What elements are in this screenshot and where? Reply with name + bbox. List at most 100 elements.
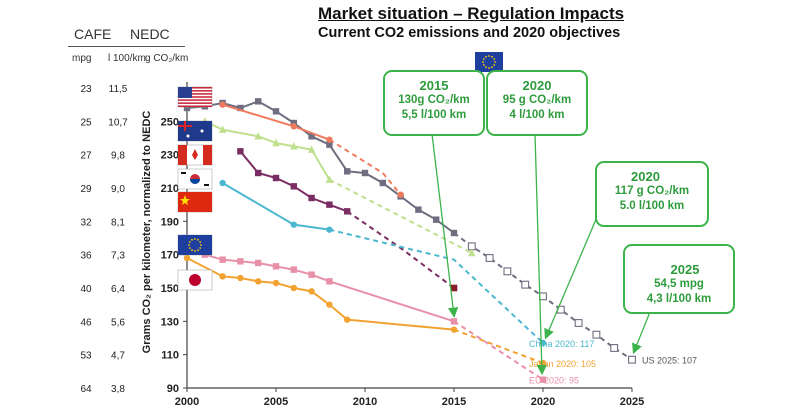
japan-point	[183, 254, 191, 262]
flag-star	[482, 58, 485, 60]
eu-2020-l100: 4 l/100 km	[509, 109, 565, 121]
us-projection-point	[503, 267, 512, 276]
eu-point	[308, 271, 315, 278]
eu-2015-year: 2015	[419, 78, 449, 93]
eu-point	[237, 258, 244, 265]
conversion-l100km: 11,5	[109, 84, 128, 95]
conversion-l100km: 4,7	[111, 351, 125, 362]
cafe-heading: CAFE	[74, 26, 112, 42]
us-point	[326, 141, 333, 148]
korea-point	[308, 194, 315, 202]
us-point	[361, 169, 369, 177]
china-flag	[177, 191, 213, 213]
target-annotation: Japan 2020: 105	[529, 359, 596, 369]
x-tick-label: 2015	[442, 396, 466, 408]
flag-star	[488, 67, 490, 69]
conversion-l100km: 10,7	[108, 117, 128, 128]
us-point	[379, 179, 386, 187]
flag-star	[199, 241, 202, 243]
flag-star	[485, 66, 487, 69]
dark-red-point	[450, 284, 458, 292]
taeguk-bottom	[190, 179, 200, 184]
flag-band	[203, 145, 212, 165]
conversion-mpg: 25	[80, 117, 92, 128]
flag-star	[493, 58, 496, 60]
flag-star	[494, 61, 496, 63]
korea-point	[344, 208, 351, 215]
y-tick-label: 150	[161, 283, 179, 295]
flag-star	[491, 55, 493, 58]
flag-star	[482, 64, 485, 66]
korea-point	[326, 201, 333, 208]
x-tick-label: 2025	[620, 396, 644, 408]
korea-point	[272, 174, 280, 182]
us-point	[255, 98, 262, 105]
eu-point	[255, 259, 262, 267]
japan-point	[219, 273, 226, 280]
japan-flag	[177, 269, 213, 291]
target-annotation: US 2025: 107	[642, 356, 697, 366]
flag-cross	[184, 121, 186, 131]
japan-point	[290, 284, 297, 292]
flag-star	[493, 64, 496, 66]
china-projection-line	[329, 228, 544, 344]
eu-point	[219, 256, 226, 263]
callout-arrow	[431, 133, 459, 318]
flag-field	[178, 192, 212, 212]
x-tick-label: 2005	[264, 396, 288, 408]
target-annotation: EU 2020: 95	[529, 376, 579, 386]
us-projection-point	[521, 280, 530, 289]
eu-2020-year: 2020	[522, 78, 552, 93]
flag-stripe	[178, 87, 212, 89]
china-2020-l100: 5.0 l/100 km	[619, 200, 685, 212]
us-projection-point	[592, 330, 601, 339]
canada-point	[272, 138, 280, 147]
us-2025-callout: 2025 54,5 mpg 4,3 l/100 km	[623, 244, 735, 314]
eu-flag	[177, 234, 213, 256]
flag-star	[488, 55, 490, 57]
target-annotation: China 2020: 117	[529, 339, 594, 349]
flag-canton	[178, 87, 192, 98]
canada-target-point	[468, 248, 476, 257]
flag-star	[200, 129, 204, 133]
flag-star	[197, 249, 199, 252]
korea-point	[255, 169, 262, 177]
y-tick-label: 210	[161, 183, 179, 195]
flag-stripe	[178, 90, 212, 92]
korea-point	[290, 183, 297, 190]
australia-point	[290, 123, 297, 130]
maple-leaf	[192, 149, 198, 160]
us-projection-point	[610, 344, 619, 352]
eu-2015-l100: 5,5 l/100 km	[401, 109, 467, 121]
conversion-l100km: 3,8	[111, 384, 125, 395]
flag-star	[188, 241, 191, 243]
japan-point	[255, 278, 262, 285]
us-point	[450, 229, 458, 237]
japan-point	[308, 288, 315, 295]
canada-point	[290, 142, 298, 150]
conversion-l100km: 9,8	[111, 151, 125, 162]
mpg-column-heading: mpg	[72, 53, 92, 64]
eu-projection-line	[453, 320, 544, 381]
y-tick-label: 130	[161, 316, 179, 328]
conversion-l100km: 8,1	[111, 217, 125, 228]
japan-point	[237, 274, 244, 282]
eu-point	[326, 278, 333, 285]
eu-2020-callout: 2020 95 g CO₂/km 4 l/100 km	[486, 70, 588, 136]
flag-star	[200, 244, 202, 246]
eu-point	[450, 318, 458, 325]
eu-2020-co2: 95 g CO₂/km	[502, 94, 572, 106]
canada-projection-line	[328, 178, 473, 254]
japan-line	[186, 257, 455, 331]
y-tick-label: 190	[161, 216, 179, 228]
australia-projection-line	[328, 138, 402, 196]
us-point	[308, 133, 315, 140]
us-point	[344, 168, 351, 175]
trigram	[181, 172, 186, 174]
conversion-mpg: 23	[80, 84, 92, 95]
australia-flag	[177, 120, 213, 142]
flag-field	[178, 235, 212, 255]
us-flag	[177, 86, 213, 108]
canada-point	[307, 145, 316, 153]
canada-point	[218, 125, 227, 133]
